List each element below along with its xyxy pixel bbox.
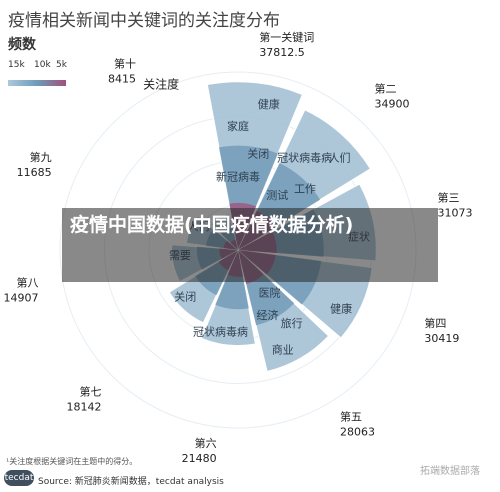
legend-tick: 15k <box>8 60 25 70</box>
topic-value: 14907 <box>3 291 38 304</box>
keyword-label: 旅行 <box>281 316 303 330</box>
topic-label: 第六 <box>195 436 217 450</box>
keyword-label: 冠状病毒病 <box>277 150 332 164</box>
topic-label: 第二 <box>375 81 397 95</box>
keyword-label: 工作 <box>294 183 316 196</box>
keyword-label: 关闭 <box>174 290 196 304</box>
topic-label: 第七 <box>79 385 101 399</box>
chart-title: 疫情相关新闻中关键词的关注度分布 <box>8 11 280 31</box>
keyword-label: 家庭 <box>227 119 249 133</box>
keyword-label: 关闭 <box>247 147 269 161</box>
legend-tick: 10k <box>34 60 51 70</box>
overlay-text: 疫情中国数据(中国疫情数据分析) <box>70 214 354 236</box>
keyword-label: 健康 <box>330 302 352 316</box>
keyword-label: 冠状病毒病 <box>193 324 248 338</box>
keyword-label: 人们 <box>329 151 351 165</box>
overlay-banner <box>62 208 438 282</box>
footnote: ¹关注度根据关键词在主题中的得分。 <box>6 457 138 466</box>
topic-label: 第四 <box>424 316 446 330</box>
legend-tick: 5k <box>56 60 67 70</box>
legend-color-bar <box>8 80 66 86</box>
topic-value: 18142 <box>66 401 101 414</box>
keyword-label: 经济 <box>256 308 278 322</box>
topic-label: 第五 <box>340 410 362 424</box>
watermark: 拓端数据部落 <box>420 466 480 477</box>
topic-label: 第九 <box>30 150 52 164</box>
tecdat-logo: tecdat <box>4 470 34 486</box>
keyword-label: 商业 <box>272 342 294 356</box>
axis-label: 关注度 <box>143 76 179 91</box>
topic-value: 11685 <box>17 166 52 179</box>
source-note: Source: 新冠肺炎新闻数据，tecdat analysis <box>38 477 224 487</box>
topic-value: 28063 <box>340 426 375 439</box>
keyword-label: 健康 <box>258 97 280 111</box>
topic-value: 31073 <box>438 207 473 220</box>
keyword-label: 测试 <box>266 189 288 202</box>
topic-label: 第八 <box>16 275 38 289</box>
topic-value: 34900 <box>375 97 410 110</box>
topic-label: 第十 <box>114 56 136 70</box>
keyword-label: 医院 <box>259 285 281 299</box>
topic-value: 21480 <box>182 452 217 465</box>
topic-label: 第一关键词 <box>259 30 314 44</box>
topic-value: 30419 <box>424 332 459 345</box>
topic-label: 第三 <box>438 191 460 205</box>
topic-value: 37812.5 <box>259 46 305 59</box>
topic-value: 8415 <box>108 72 136 85</box>
legend-title: 频数 <box>8 37 36 53</box>
keyword-label: 新冠病毒 <box>216 170 260 184</box>
